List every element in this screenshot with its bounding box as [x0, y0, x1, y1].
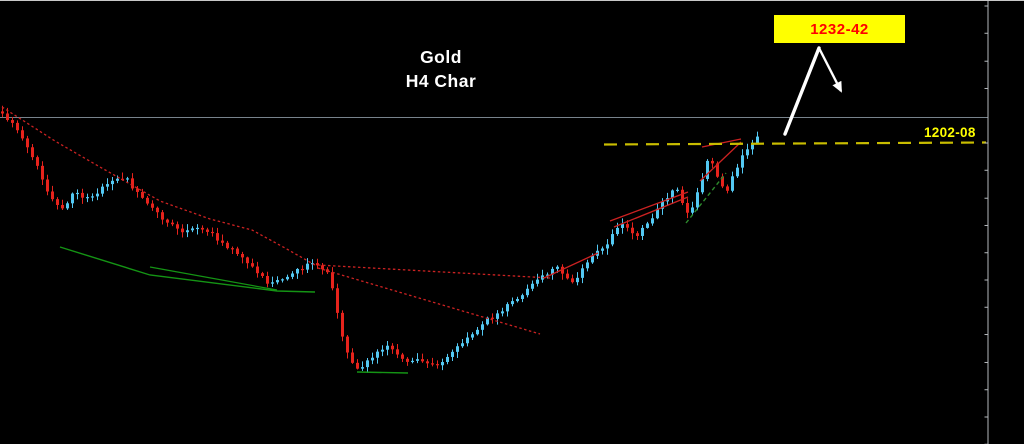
- red-wedge-upper[interactable]: [609, 191, 689, 222]
- red-rally-1[interactable]: [543, 252, 599, 279]
- target-price-annotation[interactable]: 1232-42: [774, 15, 905, 43]
- chart-title-timeframe: H4 Char: [405, 71, 477, 91]
- red-wedge-lower[interactable]: [613, 196, 689, 228]
- chart-title-symbol: Gold: [420, 47, 462, 67]
- fan-dotted-flat[interactable]: [317, 264, 551, 279]
- green-support-upper[interactable]: [149, 266, 278, 291]
- price-axis[interactable]: 1217.46 1217.46 1257.501247.751237.75122…: [988, 1, 1024, 444]
- resistance-level-label[interactable]: 1202-08: [924, 125, 976, 140]
- green-support-descending[interactable]: [59, 246, 316, 293]
- target-price-label: 1232-42: [810, 20, 869, 38]
- price-axis-graphics: [984, 1, 989, 444]
- trendlines[interactable]: [1, 106, 742, 374]
- red-rally-2[interactable]: [699, 141, 742, 182]
- descending-dotted-curve[interactable]: [1, 106, 316, 266]
- candles: [1, 105, 759, 374]
- dashed-resistance-line[interactable]: [603, 141, 987, 146]
- forecast-arrow[interactable]: [783, 46, 843, 136]
- green-base-flat[interactable]: [356, 371, 409, 374]
- green-dashed-rally[interactable]: [685, 172, 727, 224]
- chart-title: Gold H4 Char: [341, 45, 541, 93]
- fan-dotted-steep[interactable]: [317, 267, 541, 335]
